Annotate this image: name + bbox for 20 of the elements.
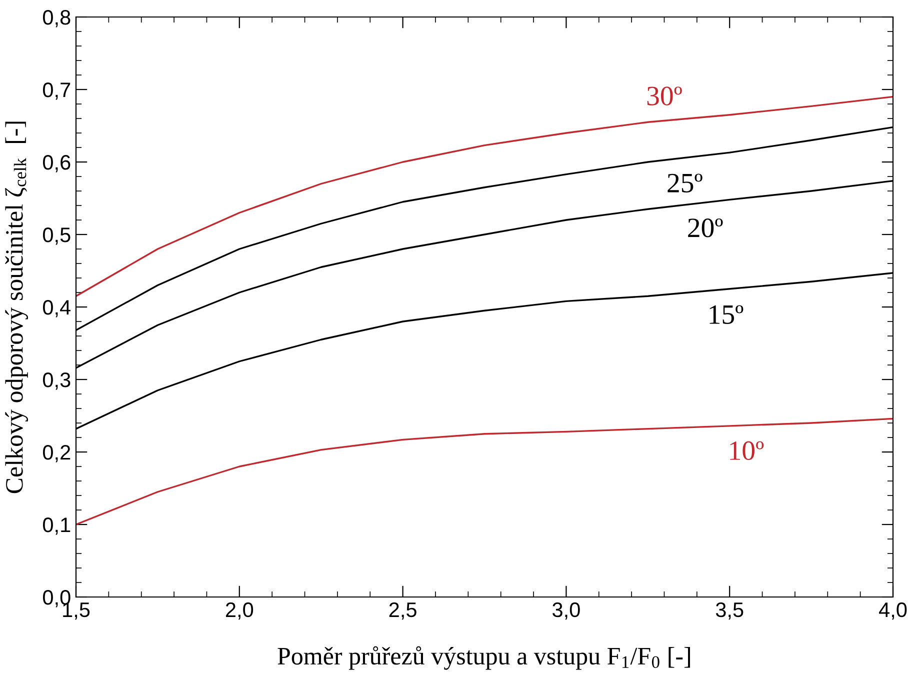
series-label: 20º (688, 218, 723, 238)
x-tick-label: 3,0 (552, 602, 580, 620)
series-label: 10º (730, 441, 764, 460)
y-tick-label: 0,6 (42, 155, 70, 172)
y-tick-label: 0,3 (42, 372, 70, 390)
series-label: 15º (710, 305, 744, 324)
x-axis-title: Poměr průřezů výstupu a vstupu F$_{1}$/F$_{0}$ [-] (278, 646, 690, 670)
y-tick-label: 0,5 (42, 228, 70, 245)
y-tick-label: 0,2 (42, 445, 70, 462)
y-axis-title: Celkový odporový součinitel ζ$_{celk}$ [-] (5, 122, 28, 494)
series-label: 25º (668, 174, 702, 192)
x-tick-label: 2,0 (226, 602, 254, 620)
series-label: 30º (647, 86, 682, 106)
y-tick-label: 0,7 (42, 82, 70, 100)
x-tick-label: 2,5 (389, 602, 416, 620)
y-tick-label: 0,1 (42, 518, 70, 535)
y-tick-label: 0,8 (42, 10, 70, 28)
x-tick-label: 3,5 (716, 602, 744, 620)
x-tick-label: 4,0 (879, 602, 907, 620)
y-tick-label: 0,4 (42, 300, 71, 318)
